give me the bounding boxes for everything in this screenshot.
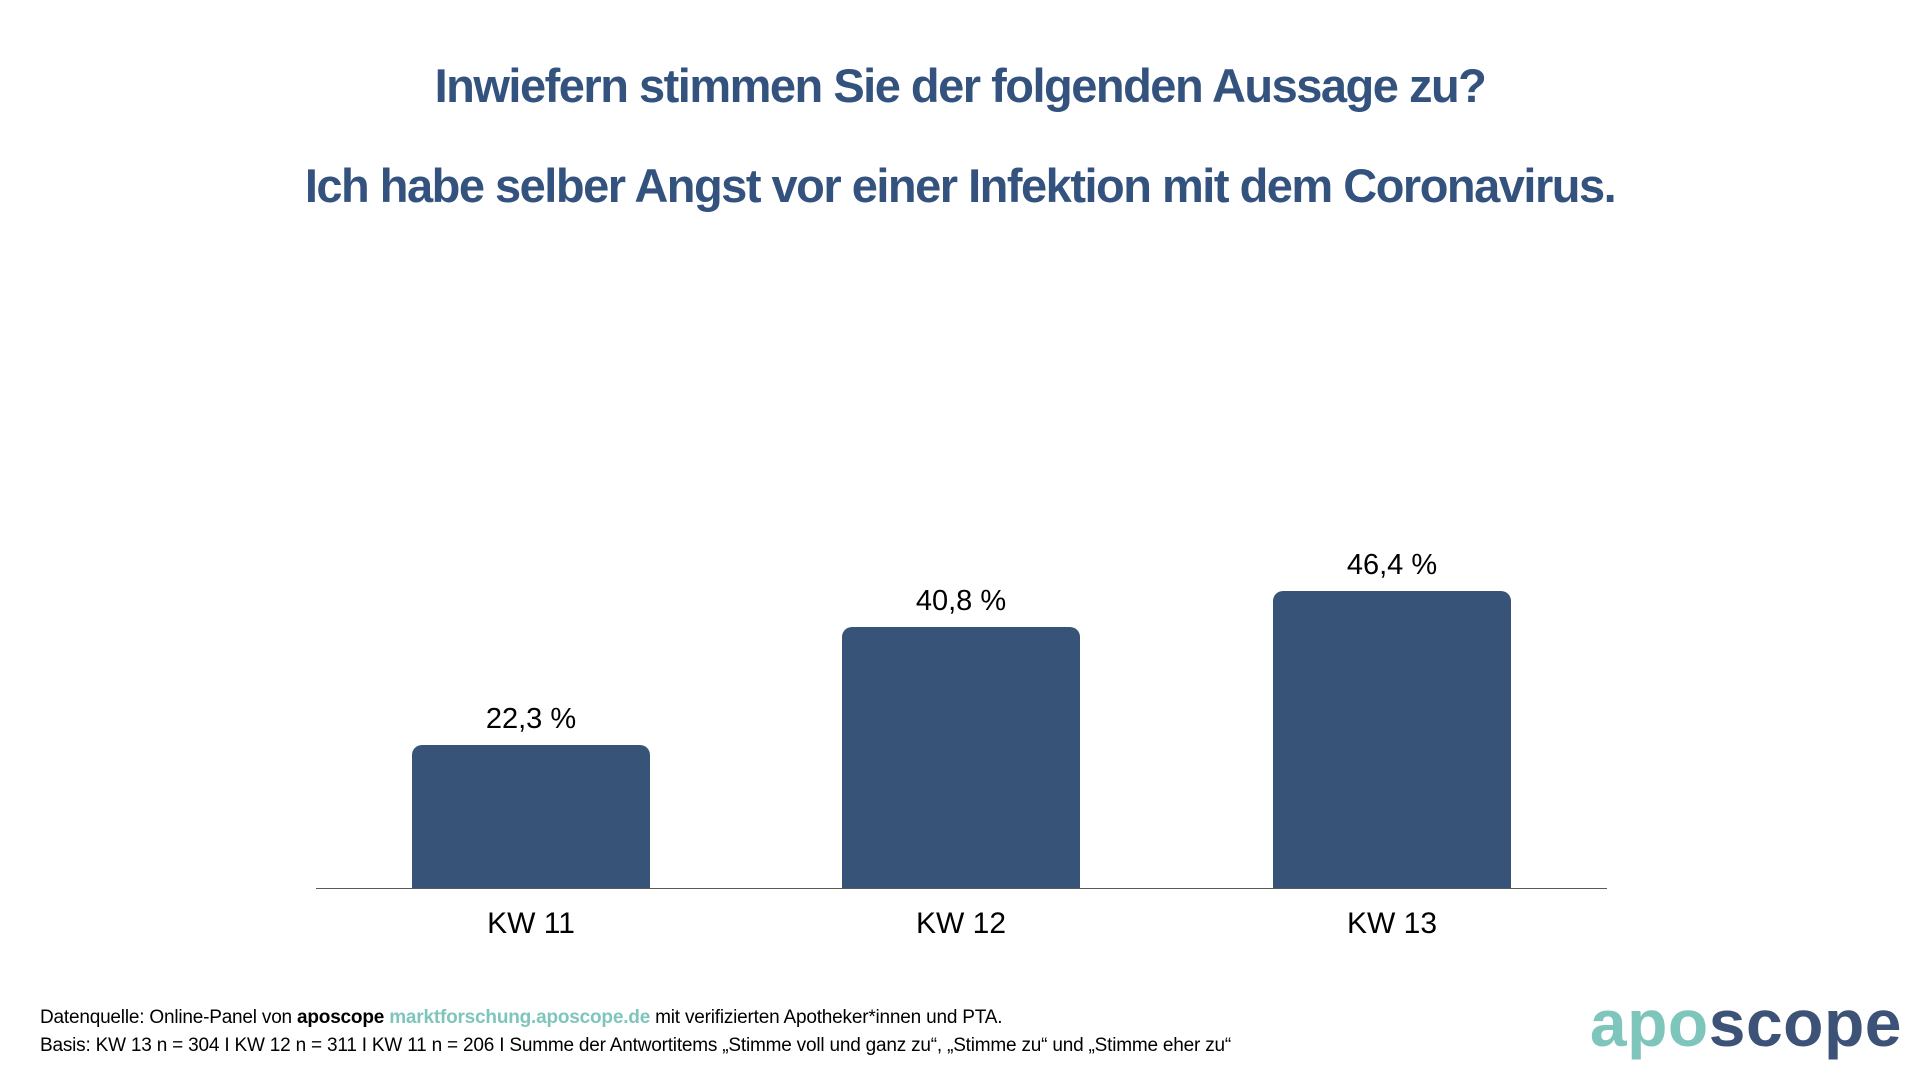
bar-slot-kw-12: 40,8 %: [746, 587, 1176, 888]
x-axis-label-kw-11: KW 11: [487, 907, 575, 940]
footer-brand-aposcope: aposcope: [297, 1007, 385, 1028]
statement-title: Ich habe selber Angst vor einer Infektio…: [304, 159, 1617, 212]
plot-area: 22,3 % 40,8 % 46,4 %: [316, 540, 1607, 889]
bar-kw-11: [412, 745, 650, 888]
x-axis-labels: KW 11 KW 12 KW 13: [316, 905, 1607, 950]
bar-value-label-kw-12: 40,8 %: [915, 585, 1007, 617]
footer-basis-line: Basis: KW 13 n = 304 I KW 12 n = 311 I K…: [40, 1035, 1232, 1056]
x-axis-label-kw-12: KW 12: [915, 907, 1007, 940]
logo-apo: apo: [1589, 986, 1709, 1060]
question-title: Inwiefern stimmen Sie der folgenden Auss…: [434, 59, 1487, 112]
bar-value-label-kw-11: 22,3 %: [485, 703, 577, 735]
aposcope-logo: aposcope: [1590, 988, 1902, 1058]
bar-slot-kw-11: 22,3 %: [316, 705, 746, 888]
bar-value-label-kw-13: 46,4 %: [1346, 549, 1438, 581]
bar-slot-kw-13: 46,4 %: [1177, 551, 1607, 888]
footer: Datenquelle: Online-Panel von aposcope m…: [40, 1004, 1440, 1060]
x-axis-label-kw-13: KW 13: [1346, 907, 1438, 940]
bar-kw-12: [842, 627, 1080, 888]
bar-kw-13: [1273, 591, 1511, 888]
bar-chart: 22,3 % 40,8 % 46,4 % KW 11 KW 12 KW 13: [316, 540, 1607, 960]
footer-source-suffix: mit verifizierten Apotheker*innen und PT…: [650, 1007, 1003, 1028]
logo-scope: scope: [1708, 986, 1902, 1060]
aposcope-url-link[interactable]: marktforschung.aposcope.de: [389, 1007, 651, 1028]
footer-source-prefix: Datenquelle: Online-Panel von: [40, 1007, 298, 1028]
footer-source-line: Datenquelle: Online-Panel von aposcope m…: [40, 1004, 1440, 1032]
